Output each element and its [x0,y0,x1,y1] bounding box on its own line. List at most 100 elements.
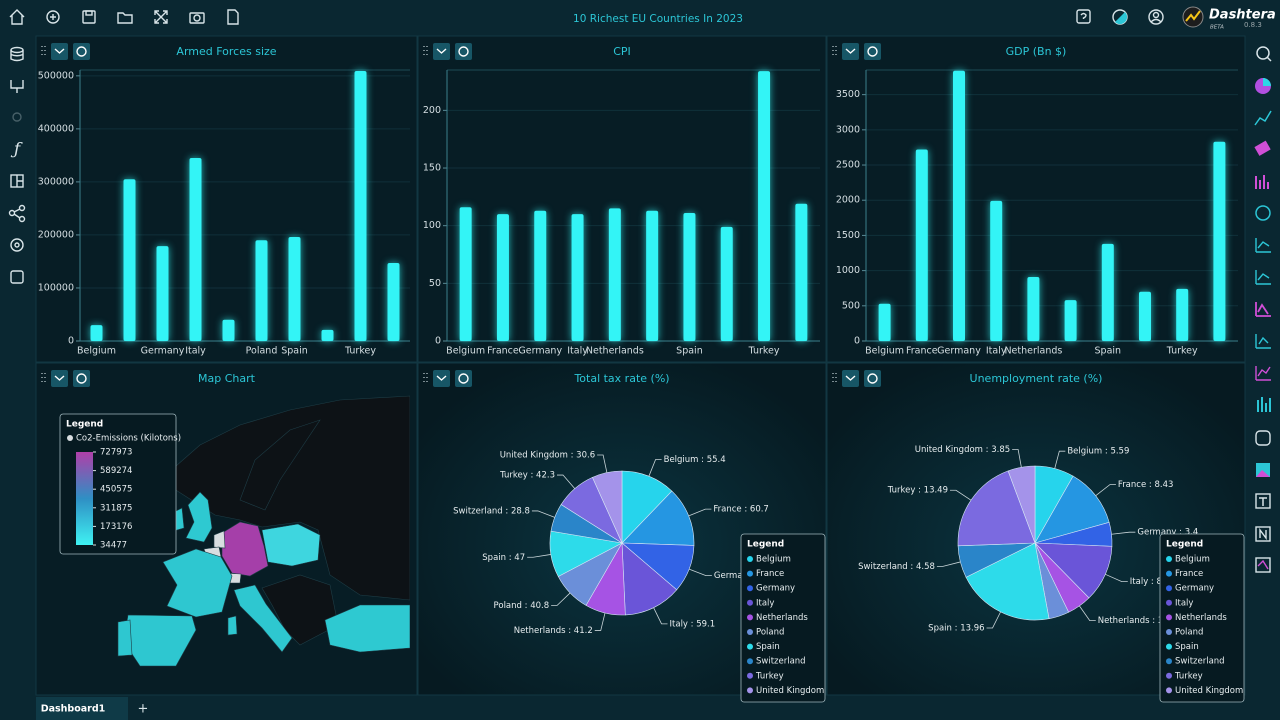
legend-entry: Italy [756,598,774,608]
label-leader [1012,449,1022,468]
bar [1213,141,1226,341]
legend-swatch [1166,687,1172,694]
panel-title: Map Chart [198,372,256,385]
legend-entry: Spain [1175,642,1199,652]
label-leader [653,607,668,625]
pie-slice [621,542,678,616]
settings-icon [867,46,878,57]
layout-button[interactable] [10,174,24,188]
y-tick-label: 50 [429,278,441,289]
legend-swatch [1166,629,1172,635]
settings-button[interactable] [455,370,472,387]
legend-swatch [1166,556,1172,562]
settings-button[interactable] [864,43,881,60]
collapse-icon [436,48,447,54]
pie-slice [1034,475,1110,544]
y-tick-label: 3000 [836,124,860,135]
slice-label: Spain : 47 [482,553,525,563]
collapse-button[interactable] [433,43,450,60]
legend-swatch [1166,658,1172,665]
app-version: 0.8.3 [1244,21,1262,29]
recycle-button[interactable] [10,270,24,284]
label-leader [1105,573,1128,583]
x-tick-label: Spain [1095,346,1122,357]
home-button[interactable] [9,9,25,25]
legend-title: Legend [747,540,784,550]
legend-swatch [747,585,753,592]
settings-button[interactable] [73,370,90,387]
collapse-button[interactable] [51,43,68,60]
turkey [324,604,410,653]
fullscreen-button[interactable] [154,10,168,24]
legend-entry: Poland [756,628,784,638]
land-north [159,395,410,601]
theme-button[interactable] [1112,9,1128,25]
panel [417,35,827,363]
poland [261,523,321,567]
bar [189,158,202,341]
bar [608,208,621,341]
pie-slice [592,470,623,544]
collapse-button[interactable] [433,370,450,387]
collapse-button[interactable] [51,370,68,387]
save-button[interactable] [82,10,96,24]
legend-swatch [747,556,753,562]
account-button[interactable] [1148,9,1164,25]
pie-slice [1007,465,1036,544]
x-tick-label: Italy [567,346,588,357]
right-sidebar [1245,36,1280,720]
label-leader [950,489,972,501]
map-legend-series: Co2-Emissions (Kilotons) [76,434,181,444]
screenshot-button[interactable] [189,12,205,24]
slice-label: Switzerland : 28.8 [453,506,530,516]
y-tick-label: 500 [842,300,860,311]
x-tick-label: Turkey [1166,346,1198,357]
label-leader [936,561,961,567]
brand-logo [1182,6,1204,28]
drag-handle [423,373,428,382]
bar [123,179,136,341]
formula-button[interactable]: ƒ [10,140,23,160]
dashboard-title: 10 Richest EU Countries In 2023 [573,13,743,25]
tab-label[interactable]: Dashboard1 [41,704,106,715]
right-tools[interactable] [1254,46,1272,573]
map-legend-title: Legend [66,420,103,430]
pipeline-button[interactable] [10,80,24,93]
label-leader [688,568,712,577]
collapse-button[interactable] [842,370,859,387]
pdf-button[interactable] [227,9,239,25]
top-bar [0,0,1280,36]
legend-entry: Turkey [755,671,784,681]
legend-swatch [747,687,753,694]
slice-label: France : 60.7 [713,505,768,515]
share-button[interactable] [8,204,26,223]
svg-text:ƒ: ƒ [10,140,23,160]
legend-entry: Spain [756,642,780,652]
x-tick-label: Spain [676,346,703,357]
active-tab[interactable] [36,697,128,720]
collapse-button[interactable] [842,43,859,60]
open-button[interactable] [117,12,133,24]
slice-label: Netherlands : 3.5 [1098,616,1172,626]
slice-label: United Kingdom : 30.6 [500,451,595,461]
bar [915,149,928,341]
legend-swatch [1166,570,1172,577]
help-button[interactable] [1076,9,1091,24]
label-leader [1079,605,1096,622]
settings-button[interactable] [10,238,24,252]
bar [534,210,547,341]
new-dashboard-button[interactable] [46,10,60,24]
add-tab-button[interactable]: + [138,702,149,717]
settings-button[interactable] [73,43,90,60]
database-button[interactable] [10,46,24,62]
settings-button[interactable] [455,43,472,60]
label-leader [527,554,551,558]
settings-button[interactable] [864,370,881,387]
legend-swatch [1166,614,1172,621]
legend-entry: Belgium [756,555,791,565]
pie-slice [957,470,1036,547]
uk [185,491,213,543]
panel [35,35,418,363]
legend-swatch [747,643,753,650]
x-tick-label: Germany [518,346,562,357]
